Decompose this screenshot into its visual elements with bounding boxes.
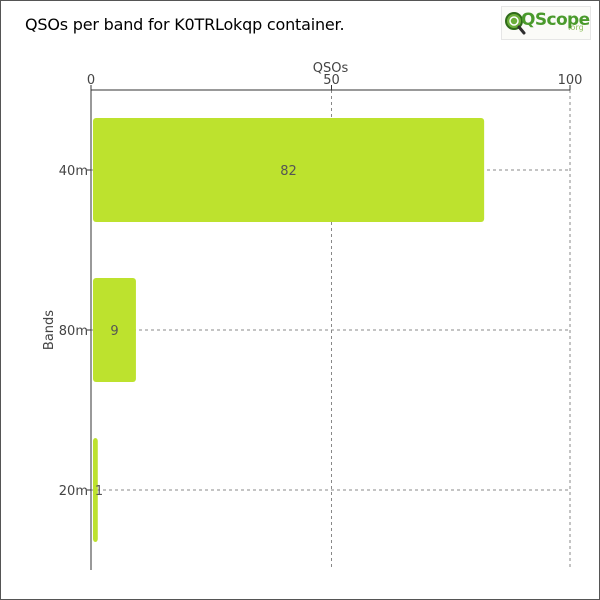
logo-subtext: .org [568, 23, 584, 32]
data-label: 1 [95, 484, 103, 499]
bar-80m [93, 278, 136, 382]
data-label: 9 [110, 324, 118, 339]
x-tick-label: 100 [558, 73, 583, 88]
y-tick-label: 20m [59, 484, 88, 499]
chart-title: QSOs per band for K0TRLokqp container. [25, 15, 345, 34]
y-axis-title: Bands [42, 310, 57, 350]
x-tick-label: 50 [323, 73, 340, 88]
magnifier-q-icon [505, 12, 526, 35]
logo-text: QScope [521, 10, 590, 30]
x-axis-title: QSOs [313, 61, 349, 76]
y-tick-label: 80m [59, 324, 88, 339]
x-tick-label: 0 [87, 73, 95, 88]
data-label: 82 [280, 164, 297, 179]
bar-40m [93, 118, 485, 222]
y-tick-label: 40m [59, 164, 88, 179]
bar-20m [93, 438, 98, 542]
qscope-logo[interactable]: QScope .org [501, 6, 591, 40]
